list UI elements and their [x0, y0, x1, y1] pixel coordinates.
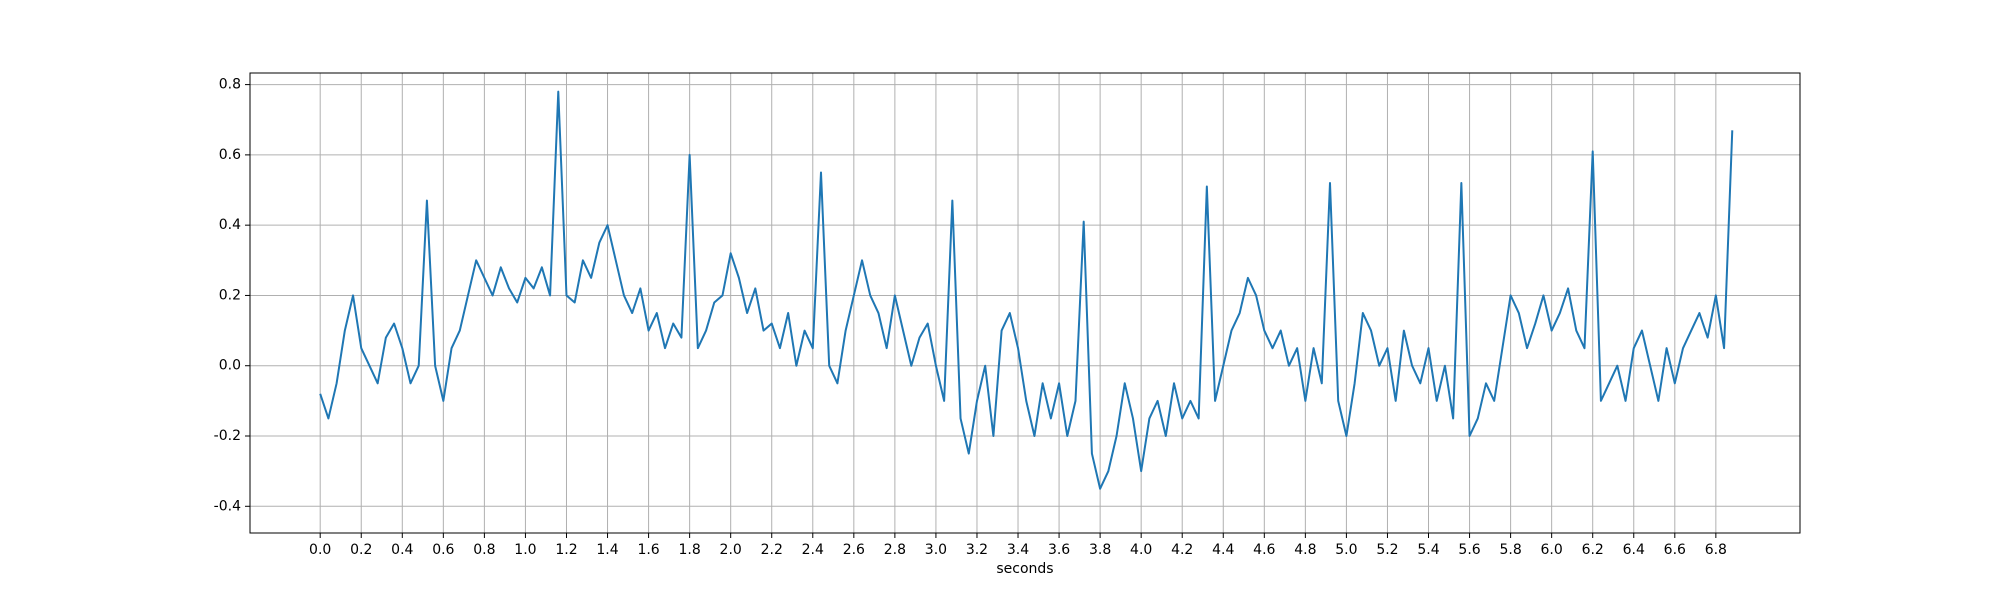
x-tick-label: 1.4	[596, 542, 618, 558]
y-tick-label: 0.2	[219, 287, 241, 303]
x-tick-label: 5.4	[1417, 542, 1439, 558]
x-tick-label: 4.2	[1171, 542, 1193, 558]
x-tick-label: 3.6	[1048, 542, 1070, 558]
plot-frame	[249, 72, 1801, 534]
x-tick-label: 2.0	[720, 542, 742, 558]
x-tick-label: 4.6	[1253, 542, 1275, 558]
y-tick-label: -0.2	[214, 428, 241, 444]
x-tick-label: 1.6	[637, 542, 659, 558]
x-tick-label: 1.0	[514, 542, 536, 558]
x-tick-label: 4.0	[1130, 542, 1152, 558]
x-tick-label: 4.4	[1212, 542, 1234, 558]
x-tick-label: 6.0	[1541, 542, 1563, 558]
x-tick-label: 4.8	[1294, 542, 1316, 558]
x-tick-label: 0.4	[391, 542, 413, 558]
x-tick-label: 3.8	[1089, 542, 1111, 558]
x-tick-label: 2.4	[802, 542, 824, 558]
x-tick-label: 5.0	[1335, 542, 1357, 558]
x-tick-label: 6.4	[1623, 542, 1645, 558]
x-tick-label: 1.8	[678, 542, 700, 558]
signal-line	[319, 90, 1734, 490]
x-tick-label: 3.2	[966, 542, 988, 558]
x-tick-label: 5.6	[1458, 542, 1480, 558]
x-tick-label: 0.8	[473, 542, 495, 558]
x-tick-label: 2.8	[884, 542, 906, 558]
x-tick-label: 6.6	[1664, 542, 1686, 558]
y-tick-label: 0.6	[219, 147, 241, 163]
y-tick-label: 0.8	[219, 77, 241, 93]
x-tick-label: 3.0	[925, 542, 947, 558]
x-tick-label: 3.4	[1007, 542, 1029, 558]
x-axis-label: seconds	[996, 561, 1053, 577]
x-tick-label: 5.2	[1376, 542, 1398, 558]
x-tick-label: 0.0	[309, 542, 331, 558]
x-tick-label: 0.6	[432, 542, 454, 558]
x-tick-label: 6.2	[1582, 542, 1604, 558]
x-tick-label: 2.2	[761, 542, 783, 558]
y-tick-label: -0.4	[214, 498, 241, 514]
x-tick-label: 2.6	[843, 542, 865, 558]
x-tick-label: 6.8	[1705, 542, 1727, 558]
x-tick-label: 5.8	[1499, 542, 1521, 558]
x-tick-label: 1.2	[555, 542, 577, 558]
y-tick-label: 0.0	[219, 358, 241, 374]
x-tick-label: 0.2	[350, 542, 372, 558]
y-tick-label: 0.4	[219, 217, 241, 233]
